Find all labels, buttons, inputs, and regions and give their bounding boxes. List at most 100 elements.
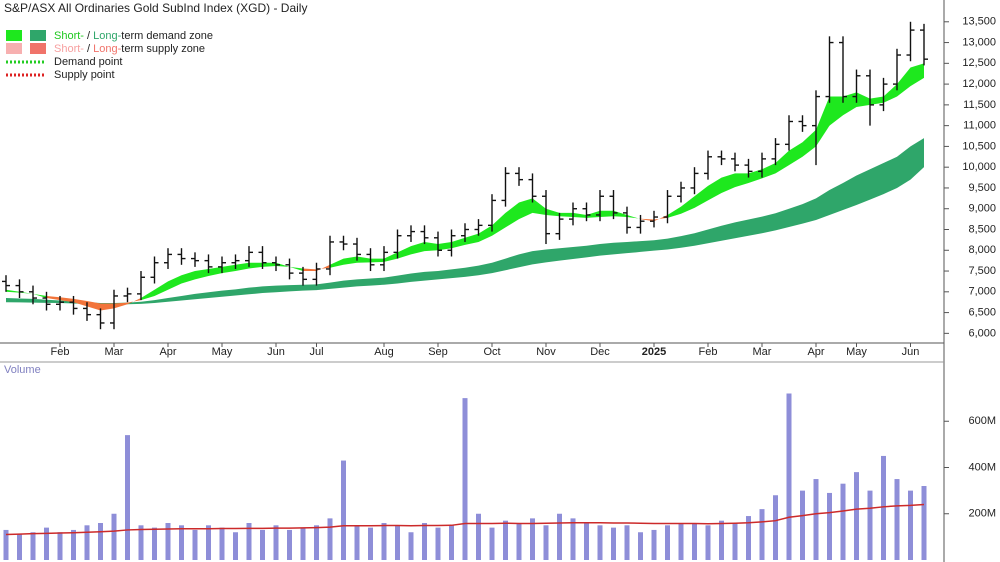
y-tick-label: 10,000	[962, 161, 996, 173]
zone-segment	[6, 289, 20, 293]
legend-part: Short-	[54, 30, 84, 42]
volume-bar	[786, 393, 792, 560]
volume-bar	[516, 522, 522, 560]
volume-bar	[368, 527, 373, 560]
legend-swatch	[6, 43, 22, 54]
zone-segment	[735, 219, 749, 239]
x-tick-label: Oct	[483, 346, 500, 358]
x-tick-label: Jun	[902, 346, 920, 358]
zone-segment	[802, 129, 816, 157]
x-tick-label: May	[212, 346, 233, 358]
zone-segment	[789, 204, 803, 228]
zone-segment	[114, 302, 128, 309]
zone-segment	[357, 278, 371, 287]
volume-bar	[867, 490, 873, 560]
volume-bar	[624, 525, 630, 560]
zone-segment	[546, 208, 560, 217]
volume-bar	[246, 522, 252, 560]
y-tick-label: 400M	[968, 461, 996, 473]
zone-segment	[667, 206, 681, 218]
zone-segment	[208, 266, 222, 277]
zone-segment	[883, 156, 897, 195]
zone-segment	[478, 262, 492, 276]
zone-segment	[775, 208, 789, 231]
y-tick-label: 10,500	[962, 140, 996, 152]
zone-segment	[316, 282, 330, 291]
zone-segment	[127, 298, 141, 305]
zone-segment	[87, 300, 101, 311]
zone-segment	[370, 258, 384, 263]
zone-segment	[708, 177, 722, 201]
zone-segment	[627, 214, 641, 220]
zone-segment	[384, 275, 398, 285]
x-tick-label: Jul	[309, 346, 323, 358]
bars	[2, 21, 928, 330]
zone-segment	[613, 241, 627, 255]
zone-segment	[222, 264, 236, 274]
zone-segment	[33, 298, 47, 303]
volume-bar	[705, 525, 711, 560]
volume-bar	[570, 518, 576, 560]
volume-bar	[611, 527, 616, 560]
zone-segment	[222, 289, 236, 297]
zone-segment	[843, 92, 857, 116]
x-tick-label: Aug	[374, 346, 394, 358]
zone-segment	[316, 264, 330, 272]
zone-segment	[195, 268, 209, 280]
volume-bar	[719, 520, 724, 560]
zone-segment	[816, 190, 830, 220]
zone-segment	[289, 284, 303, 292]
volume-bar	[800, 490, 805, 560]
zone-segment	[168, 295, 182, 302]
zone-segment	[154, 281, 168, 296]
volume-bar	[854, 472, 859, 560]
zone-segment	[262, 285, 276, 294]
y-tick-label: 600M	[968, 415, 996, 427]
y-tick-label: 13,000	[962, 36, 996, 48]
zone-segment	[330, 258, 344, 268]
zone-segment	[762, 213, 776, 234]
zone-segment	[73, 298, 87, 307]
volume-bar	[233, 532, 238, 560]
zone-segment	[330, 280, 344, 289]
y-tick-label: 6,000	[968, 327, 996, 339]
zone-segment	[289, 266, 303, 272]
zone-segment	[816, 96, 830, 147]
zone-segment	[303, 268, 317, 272]
legend-part: /	[84, 43, 93, 55]
zone-segment	[46, 299, 60, 304]
volume-bar	[84, 525, 90, 560]
zone-segment	[897, 67, 911, 97]
zone-segment	[492, 258, 506, 274]
volume-bar	[206, 525, 211, 560]
x-tick-label: Feb	[51, 346, 70, 358]
zone-segment	[465, 265, 479, 277]
zone-segment	[573, 245, 587, 259]
zone-segment	[694, 229, 708, 246]
x-tick-label: Jun	[267, 346, 285, 358]
zone-segment	[654, 214, 668, 222]
zone-segment	[681, 233, 695, 248]
zone-segment	[856, 169, 870, 205]
volume-bar	[692, 522, 697, 560]
zone-segment	[762, 163, 776, 179]
zone-segment	[708, 225, 722, 244]
volume-ma	[5, 503, 925, 536]
x-tick-label: May	[846, 346, 867, 358]
zone-segment	[276, 285, 290, 293]
zone-segment	[546, 248, 560, 263]
zone-segment	[519, 251, 533, 268]
volume-bar	[881, 455, 886, 560]
zone-segment	[681, 196, 695, 214]
volume-bar	[354, 525, 360, 560]
volume-bar	[179, 525, 184, 560]
volume-bar	[651, 529, 657, 560]
zone-segment	[721, 222, 735, 241]
volume-bar	[557, 513, 562, 560]
zone-segment	[424, 241, 438, 252]
legend-part: /	[84, 30, 93, 42]
volume-bar	[192, 529, 198, 560]
y-tick-label: 7,500	[968, 265, 996, 277]
zone-segment	[519, 198, 533, 220]
zone-segment	[748, 216, 762, 236]
